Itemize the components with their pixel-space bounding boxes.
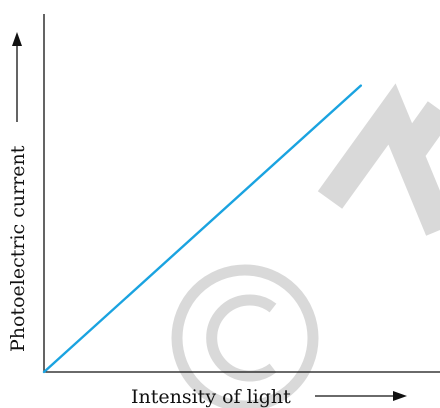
watermark-copyright-ring: [171, 264, 319, 408]
y-axis-arrow-head: [12, 32, 22, 46]
x-axis-arrow-head: [393, 391, 407, 401]
x-axis-label: Intensity of light: [131, 386, 291, 408]
y-axis-label-group: Photoelectric current: [7, 32, 29, 352]
x-axis-label-group: Intensity of light: [131, 386, 407, 408]
watermark-copyright-c: [206, 294, 277, 382]
axes: [43, 14, 440, 373]
watermark: [171, 83, 440, 408]
y-axis-label: Photoelectric current: [7, 145, 29, 352]
watermark-letter-n: [317, 83, 440, 236]
series-line-0: [42, 84, 362, 374]
series-layer: [42, 84, 362, 374]
